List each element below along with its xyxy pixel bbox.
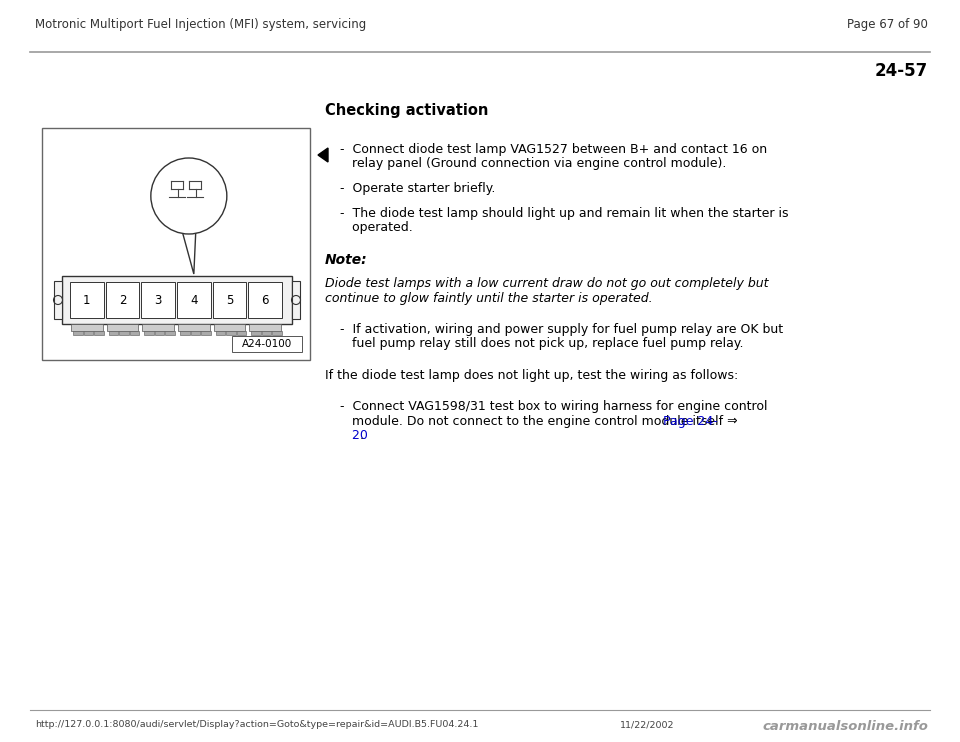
Text: carmanualsonline.info: carmanualsonline.info (762, 720, 928, 733)
Text: 6: 6 (261, 294, 269, 306)
Bar (84, 331, 93, 335)
Text: Motronic Multiport Fuel Injection (MFI) system, servicing: Motronic Multiport Fuel Injection (MFI) … (35, 18, 367, 31)
Bar (119, 331, 129, 335)
Bar (106, 282, 139, 318)
Text: Note:: Note: (325, 254, 368, 268)
Polygon shape (181, 230, 196, 274)
Bar (252, 331, 261, 335)
Bar (108, 331, 118, 335)
Text: Checking activation: Checking activation (325, 103, 489, 118)
Bar (292, 281, 300, 319)
Bar (70, 282, 104, 318)
Bar (227, 331, 236, 335)
Bar (177, 282, 210, 318)
Text: If the diode test lamp does not light up, test the wiring as follows:: If the diode test lamp does not light up… (325, 370, 738, 382)
Text: Page 67 of 90: Page 67 of 90 (847, 18, 928, 31)
Bar (178, 324, 209, 331)
Text: -  Operate starter briefly.: - Operate starter briefly. (340, 182, 495, 195)
Text: Page 24-: Page 24- (663, 415, 718, 427)
Bar (249, 282, 282, 318)
Text: 5: 5 (226, 294, 233, 306)
Text: 4: 4 (190, 294, 198, 306)
Bar (107, 324, 138, 331)
Text: 2: 2 (119, 294, 127, 306)
Text: -  The diode test lamp should light up and remain lit when the starter is: - The diode test lamp should light up an… (340, 206, 788, 220)
Bar (130, 331, 139, 335)
Bar (141, 282, 175, 318)
Bar (273, 331, 282, 335)
Bar (142, 324, 174, 331)
Text: -  Connect diode test lamp VAG1527 between B+ and contact 16 on: - Connect diode test lamp VAG1527 betwee… (340, 143, 767, 156)
Bar (155, 331, 164, 335)
Bar (54, 281, 62, 319)
Bar (71, 324, 103, 331)
Bar (213, 282, 247, 318)
Text: continue to glow faintly until the starter is operated.: continue to glow faintly until the start… (325, 292, 653, 305)
Polygon shape (318, 148, 328, 162)
Text: module. Do not connect to the engine control module itself ⇒: module. Do not connect to the engine con… (340, 415, 742, 427)
Text: operated.: operated. (340, 221, 413, 234)
Bar (180, 331, 189, 335)
Bar (73, 331, 83, 335)
Text: -  Connect VAG1598/31 test box to wiring harness for engine control: - Connect VAG1598/31 test box to wiring … (340, 400, 767, 413)
Text: fuel pump relay still does not pick up, replace fuel pump relay.: fuel pump relay still does not pick up, … (340, 337, 743, 350)
Text: 24-57: 24-57 (875, 62, 928, 80)
Bar (232, 336, 302, 352)
Text: http://127.0.0.1:8080/audi/servlet/Display?action=Goto&type=repair&id=AUDI.B5.FU: http://127.0.0.1:8080/audi/servlet/Displ… (35, 720, 478, 729)
Bar (190, 331, 200, 335)
Bar (94, 331, 104, 335)
Bar (262, 331, 272, 335)
Bar (216, 331, 226, 335)
Bar (250, 324, 281, 331)
Text: 3: 3 (155, 294, 162, 306)
Text: A24-0100: A24-0100 (242, 339, 292, 349)
Bar (42, 128, 310, 360)
Text: relay panel (Ground connection via engine control module).: relay panel (Ground connection via engin… (340, 157, 727, 171)
Text: 20: 20 (340, 429, 368, 442)
Text: Diode test lamps with a low current draw do not go out completely but: Diode test lamps with a low current draw… (325, 278, 769, 291)
Text: 11/22/2002: 11/22/2002 (620, 720, 675, 729)
Bar (165, 331, 175, 335)
Bar (144, 331, 154, 335)
Circle shape (151, 158, 227, 234)
Text: -  If activation, wiring and power supply for fuel pump relay are OK but: - If activation, wiring and power supply… (340, 323, 783, 335)
Text: 1: 1 (84, 294, 90, 306)
Bar (62, 276, 292, 324)
Bar (201, 331, 210, 335)
Bar (214, 324, 246, 331)
Bar (237, 331, 247, 335)
Text: .: . (356, 429, 364, 442)
